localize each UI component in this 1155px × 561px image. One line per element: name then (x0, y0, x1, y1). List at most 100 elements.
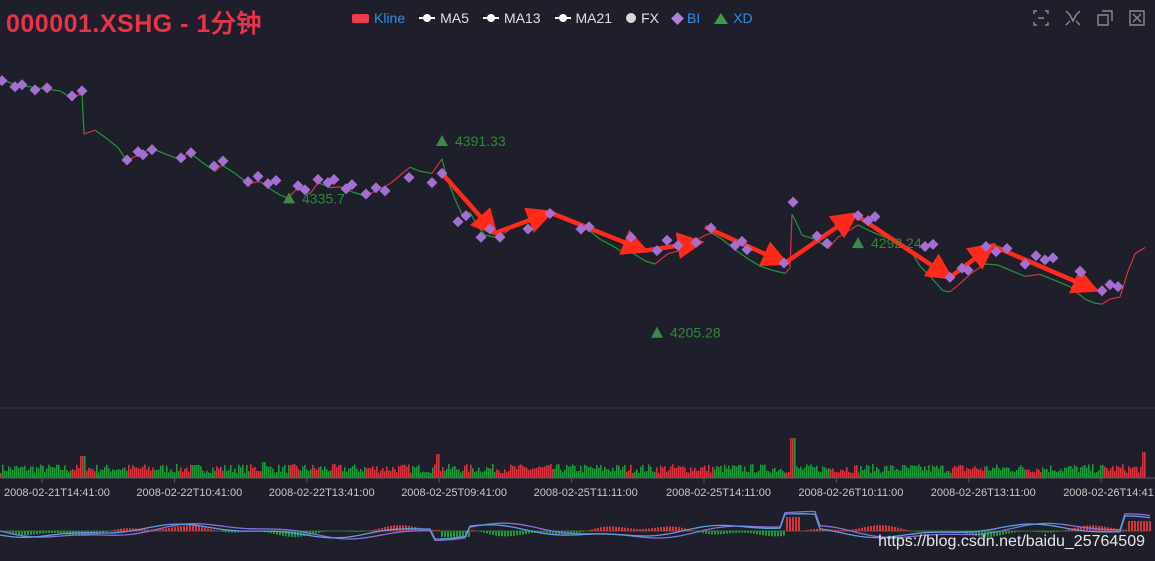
volume-bar (54, 467, 56, 478)
macd-histogram-bar (1032, 531, 1034, 532)
macd-histogram-bar (987, 531, 989, 537)
macd-histogram-bar (1020, 531, 1022, 532)
macd-histogram-bar (573, 531, 575, 534)
macd-histogram-bar (420, 528, 422, 531)
macd-histogram-bar (726, 531, 728, 534)
kline-segment (309, 182, 319, 195)
macd-histogram-bar (81, 531, 83, 537)
volume-bar (946, 470, 948, 478)
volume-bar (702, 467, 704, 478)
volume-bar (1108, 470, 1110, 478)
volume-bar (580, 465, 582, 478)
zoom-select-icon[interactable] (1031, 8, 1051, 28)
volume-bar (98, 472, 100, 478)
macd-histogram-bar (321, 531, 323, 533)
volume-bar (154, 469, 156, 478)
volume-bar (420, 472, 422, 478)
volume-bar (816, 465, 818, 478)
macd-histogram-bar (48, 531, 50, 533)
save-image-icon[interactable] (1127, 8, 1147, 28)
bi-point (217, 155, 229, 167)
volume-bar (84, 456, 86, 478)
volume-bar (220, 466, 222, 478)
bi-point (919, 240, 931, 252)
volume-bar (596, 465, 598, 478)
macd-histogram-bar (513, 531, 515, 536)
volume-bar (792, 438, 794, 478)
volume-bar (386, 466, 388, 478)
volume-bar (942, 465, 944, 478)
macd-histogram-bar (900, 528, 902, 531)
macd-histogram-bar (1068, 529, 1070, 531)
volume-bar (174, 472, 176, 478)
volume-bar (404, 464, 406, 478)
volume-bar (730, 469, 732, 478)
kline-segment (221, 164, 236, 174)
bi-point (460, 210, 472, 222)
volume-bar (538, 466, 540, 478)
volume-bar (620, 469, 622, 478)
macd-histogram-bar (159, 529, 161, 531)
macd-histogram-bar (453, 531, 455, 537)
volume-bar (1064, 467, 1066, 478)
macd-histogram-bar (930, 531, 932, 532)
macd-histogram-bar (519, 531, 521, 535)
volume-bar (468, 471, 470, 478)
legend-item-bi[interactable]: BI (671, 10, 700, 26)
macd-histogram-bar (1041, 531, 1043, 533)
volume-bar (1036, 468, 1038, 478)
macd-histogram-bar (711, 531, 713, 535)
macd-panel (0, 510, 1151, 542)
volume-bar (780, 468, 782, 478)
xd-point (852, 237, 864, 249)
volume-bar (516, 469, 518, 478)
macd-histogram-bar (954, 531, 956, 532)
kline-segment (654, 253, 669, 265)
volume-bar (772, 468, 774, 478)
volume-bar (78, 467, 80, 478)
restore-icon[interactable] (1095, 8, 1115, 28)
volume-bar (804, 467, 806, 478)
kline-segment (827, 236, 839, 249)
macd-histogram-bar (15, 531, 17, 535)
legend-item-kline[interactable]: Kline (352, 10, 405, 26)
volume-bar (160, 465, 162, 478)
legend-item-ma5[interactable]: MA5 (419, 10, 469, 26)
macd-histogram-bar (102, 531, 104, 533)
zoom-reset-icon[interactable] (1063, 8, 1083, 28)
macd-histogram-bar (84, 531, 86, 537)
volume-bar (610, 471, 612, 478)
volume-bar (590, 466, 592, 478)
volume-bar (536, 467, 538, 478)
legend-item-xd[interactable]: XD (714, 10, 753, 26)
macd-histogram-bar (207, 528, 209, 531)
volume-bar (260, 471, 262, 478)
macd-histogram-bar (462, 531, 464, 537)
volume-bar (1000, 470, 1002, 478)
kline-segment (734, 249, 749, 260)
bi-point (811, 230, 823, 242)
bi-point (672, 239, 684, 251)
macd-histogram-bar (609, 526, 611, 531)
macd-histogram-bar (498, 531, 500, 537)
bi-point (990, 246, 1002, 258)
volume-bar (810, 464, 812, 478)
macd-histogram-bar (57, 531, 59, 534)
macd-histogram-bar (402, 525, 404, 531)
macd-histogram-bar (1065, 530, 1067, 531)
legend-item-ma13[interactable]: MA13 (482, 10, 541, 26)
macd-histogram-bar (1038, 531, 1040, 533)
macd-histogram-bar (381, 527, 383, 531)
legend-item-fx[interactable]: FX (626, 10, 659, 26)
volume-bar (124, 467, 126, 478)
kline-segment (631, 252, 646, 262)
volume-bar (950, 472, 952, 478)
volume-bar (310, 469, 312, 478)
legend-item-ma21[interactable]: MA21 (554, 10, 612, 26)
macd-histogram-bar (105, 531, 107, 532)
bi-point (185, 147, 197, 159)
bi-point (475, 231, 487, 243)
volume-bar (522, 465, 524, 478)
bi-point (661, 234, 673, 246)
volume-bar (648, 464, 650, 478)
